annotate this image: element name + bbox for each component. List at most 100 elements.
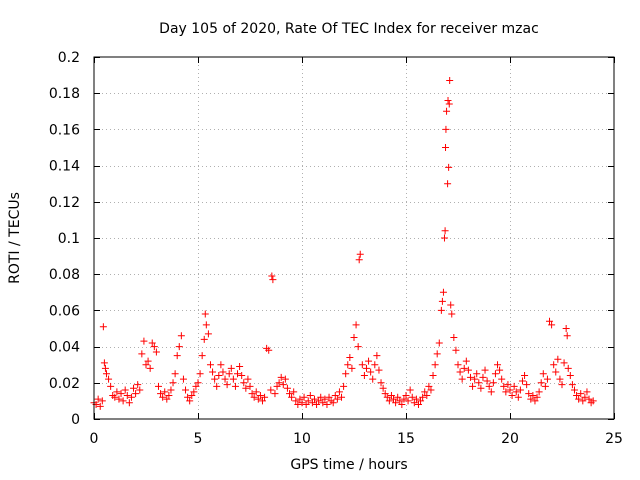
data-point — [448, 310, 456, 318]
data-point — [446, 77, 454, 85]
data-point — [258, 397, 266, 405]
data-point — [352, 321, 360, 329]
data-point — [315, 397, 323, 405]
data-point — [246, 382, 254, 390]
data-point — [369, 375, 377, 383]
data-point — [456, 368, 464, 376]
data-point — [286, 390, 294, 398]
axis-ticks — [94, 57, 615, 420]
data-point — [494, 361, 502, 369]
data-point — [213, 382, 221, 390]
data-point — [570, 386, 578, 394]
data-point — [277, 373, 285, 381]
data-point — [240, 379, 248, 387]
data-point — [444, 180, 452, 188]
data-point — [396, 397, 404, 405]
data-point — [404, 397, 412, 405]
x-tick-label: 5 — [194, 431, 203, 447]
data-point — [354, 343, 362, 351]
y-tick-label: 0.18 — [49, 86, 80, 102]
data-point — [313, 401, 321, 409]
data-point — [510, 382, 518, 390]
data-point — [219, 368, 227, 376]
data-point — [310, 395, 318, 403]
data-point — [362, 364, 370, 372]
data-point — [179, 375, 187, 383]
data-point — [585, 395, 593, 403]
data-point — [358, 361, 366, 369]
data-point — [165, 391, 173, 399]
x-axis-label: GPS time / hours — [290, 457, 407, 473]
data-point — [427, 386, 435, 394]
data-point — [394, 393, 402, 401]
data-point — [483, 377, 491, 385]
data-point — [506, 386, 514, 394]
data-point — [225, 370, 233, 378]
y-axis-label: ROTI / TECUs — [7, 192, 23, 284]
data-point — [383, 393, 391, 401]
data-point — [275, 379, 283, 387]
data-point — [171, 370, 179, 378]
data-point — [425, 382, 433, 390]
data-point — [471, 375, 479, 383]
data-point — [340, 382, 348, 390]
data-point — [204, 330, 212, 338]
data-point — [433, 350, 441, 358]
data-point — [447, 301, 455, 309]
data-point — [117, 390, 125, 398]
data-point — [186, 397, 194, 405]
data-point — [338, 393, 346, 401]
data-point — [221, 375, 229, 383]
data-point — [196, 370, 204, 378]
data-point — [335, 388, 343, 396]
data-point — [132, 390, 140, 398]
data-point — [423, 391, 431, 399]
data-point — [379, 384, 387, 392]
x-tick-label: 10 — [293, 431, 311, 447]
data-point — [107, 382, 115, 390]
y-tick-label: 0.1 — [58, 231, 80, 247]
data-point — [564, 364, 572, 372]
data-point — [568, 381, 576, 389]
data-point — [300, 393, 308, 401]
data-point — [200, 335, 208, 343]
data-point — [163, 395, 171, 403]
data-point — [294, 401, 302, 409]
data-point — [227, 364, 235, 372]
data-point — [552, 368, 560, 376]
data-point — [323, 401, 331, 409]
data-point — [242, 384, 250, 392]
data-point — [273, 382, 281, 390]
data-point — [119, 397, 127, 405]
data-point — [94, 395, 102, 403]
data-point — [414, 401, 422, 409]
data-point — [144, 357, 152, 365]
data-point — [223, 381, 231, 389]
data-point — [105, 375, 113, 383]
data-point — [159, 393, 167, 401]
data-point — [533, 393, 541, 401]
data-point — [121, 386, 129, 394]
data-point — [439, 288, 447, 296]
data-point — [173, 352, 181, 360]
data-point — [298, 399, 306, 407]
data-point — [325, 393, 333, 401]
data-point — [469, 382, 477, 390]
data-point — [101, 364, 109, 372]
data-point — [244, 375, 252, 383]
data-point — [146, 364, 154, 372]
data-point — [217, 361, 225, 369]
data-point — [348, 364, 356, 372]
data-point — [268, 272, 276, 280]
data-point — [169, 379, 177, 387]
data-point — [554, 355, 562, 363]
data-point — [234, 370, 242, 378]
data-point — [443, 107, 451, 115]
data-point — [400, 395, 408, 403]
data-point — [473, 370, 481, 378]
data-point — [371, 361, 379, 369]
data-point — [408, 393, 416, 401]
data-point — [419, 393, 427, 401]
y-tick-label: 0.14 — [49, 159, 80, 175]
